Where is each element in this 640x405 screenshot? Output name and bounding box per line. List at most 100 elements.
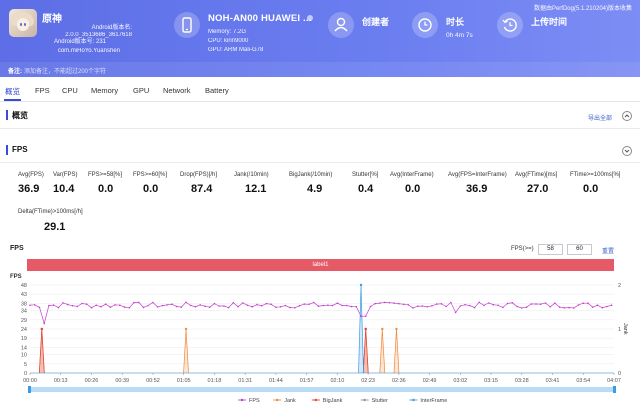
- fps-point: [152, 301, 154, 304]
- fps-point: [440, 303, 443, 305]
- note-input[interactable]: 添加备注，不能超过200个字符: [24, 69, 107, 75]
- fps-point: [374, 302, 377, 305]
- fps-point: [610, 304, 613, 306]
- x-tick-label: 02:36: [392, 378, 406, 384]
- metric-label: Jank(/10min): [234, 172, 269, 178]
- fps-point: [48, 304, 50, 307]
- fps-point: [251, 305, 254, 308]
- export-all-link[interactable]: 导出全部: [587, 116, 612, 122]
- fps-point: [175, 305, 178, 308]
- fps-point: [435, 303, 438, 305]
- y-right-tick-label: 1: [618, 327, 621, 333]
- x-tick-label: 00:26: [85, 378, 99, 384]
- overview-collapse-button[interactable]: [622, 111, 632, 121]
- metric-value: 0.0: [405, 183, 421, 195]
- fps-point: [284, 304, 287, 307]
- fps-point: [360, 315, 362, 317]
- fps-point: [142, 306, 145, 309]
- x-tick-label: 03:28: [515, 378, 529, 384]
- fps-series-line: [29, 301, 612, 325]
- tab-gpu[interactable]: GPU: [133, 86, 150, 95]
- jank-spike-point: [395, 327, 398, 331]
- y-axis-title: FPS: [10, 274, 22, 280]
- fps-point: [327, 304, 329, 306]
- stutter-spike-point: [359, 283, 363, 287]
- reset-link[interactable]: 重置: [602, 249, 615, 255]
- tab-bar: 概览 FPS CPU Memory GPU Network Battery: [0, 80, 640, 102]
- metric-value: 10.4: [53, 183, 75, 195]
- fps-point: [412, 307, 414, 309]
- bigjank-spike-point: [364, 327, 367, 331]
- legend-label: Jank: [284, 398, 296, 404]
- android-version-code: Android版本号: 231: [53, 39, 106, 45]
- active-tab-indicator: [4, 99, 21, 101]
- legend-swatch-dot: [314, 398, 317, 402]
- fps-point: [483, 304, 485, 307]
- fps-point: [445, 305, 447, 308]
- tab-memory[interactable]: Memory: [91, 86, 119, 95]
- legend-swatch-dot: [276, 398, 279, 402]
- fps-point: [487, 302, 490, 304]
- fps-point: [402, 303, 405, 306]
- fps-point: [539, 303, 542, 305]
- jank-spike-point: [381, 327, 384, 331]
- divider: [0, 162, 640, 163]
- fps-point: [596, 304, 599, 306]
- fps-point: [62, 302, 64, 304]
- android-version-label: Android版本名:: [91, 25, 132, 31]
- metric-label: FTime>=100ms[%]: [570, 172, 621, 178]
- phone-icon: [174, 12, 200, 38]
- bigjank-spike-point: [40, 327, 44, 331]
- fps-point: [464, 303, 466, 306]
- fps-point: [171, 303, 173, 305]
- fps-point: [606, 305, 608, 308]
- app-name: 原神: [42, 14, 62, 25]
- jank-spike: [379, 328, 386, 374]
- tab-overview[interactable]: 概览: [5, 87, 20, 96]
- section-marker: [6, 110, 8, 120]
- fps-point: [587, 302, 589, 304]
- tab-battery[interactable]: Battery: [205, 86, 229, 95]
- fps-point: [379, 302, 381, 304]
- metric-label: Delta(FTime)>100ms[/h]: [18, 209, 83, 215]
- fps-threshold-input-2[interactable]: 60: [567, 244, 592, 255]
- fps-collapse-button[interactable]: [622, 146, 632, 156]
- fps-point: [525, 306, 528, 308]
- fps-point: [208, 306, 211, 308]
- x-tick-label: 01:18: [208, 378, 222, 384]
- fps-point: [190, 304, 192, 307]
- fps-point: [521, 307, 523, 309]
- info-icon[interactable]: [307, 15, 313, 21]
- fps-point: [601, 307, 603, 309]
- tab-network[interactable]: Network: [163, 86, 191, 95]
- fps-point: [166, 304, 168, 306]
- fps-point: [138, 301, 140, 304]
- fps-point: [298, 304, 301, 307]
- tab-cpu[interactable]: CPU: [62, 86, 78, 95]
- label-band[interactable]: label1: [27, 259, 614, 271]
- device-gpu: GPU: ARM Mali-G78: [208, 47, 264, 53]
- fps-point: [95, 304, 97, 306]
- metric-label: Drop(FPS)[/h]: [180, 172, 218, 178]
- legend-label: Stutter: [372, 398, 388, 404]
- fps-point: [260, 304, 263, 307]
- fps-threshold-input-1[interactable]: 58: [538, 244, 563, 255]
- bigjank-spike: [362, 328, 369, 374]
- legend-label: FPS: [249, 398, 260, 404]
- x-tick-label: 03:15: [484, 378, 498, 384]
- metric-value: 36.9: [18, 183, 40, 195]
- range-slider-track: [30, 387, 614, 392]
- fps-point: [242, 302, 244, 304]
- fps-point: [341, 304, 343, 307]
- fps-point: [544, 302, 547, 304]
- fps-point: [223, 305, 225, 307]
- x-tick-label: 03:54: [576, 378, 590, 384]
- fps-point: [133, 301, 135, 304]
- x-tick-label: 03:41: [546, 378, 560, 384]
- tab-fps[interactable]: FPS: [35, 86, 50, 95]
- note-bar[interactable]: [0, 62, 640, 77]
- fps-point: [232, 301, 235, 304]
- fps-point: [312, 301, 315, 304]
- note-label: 备注:: [8, 69, 22, 75]
